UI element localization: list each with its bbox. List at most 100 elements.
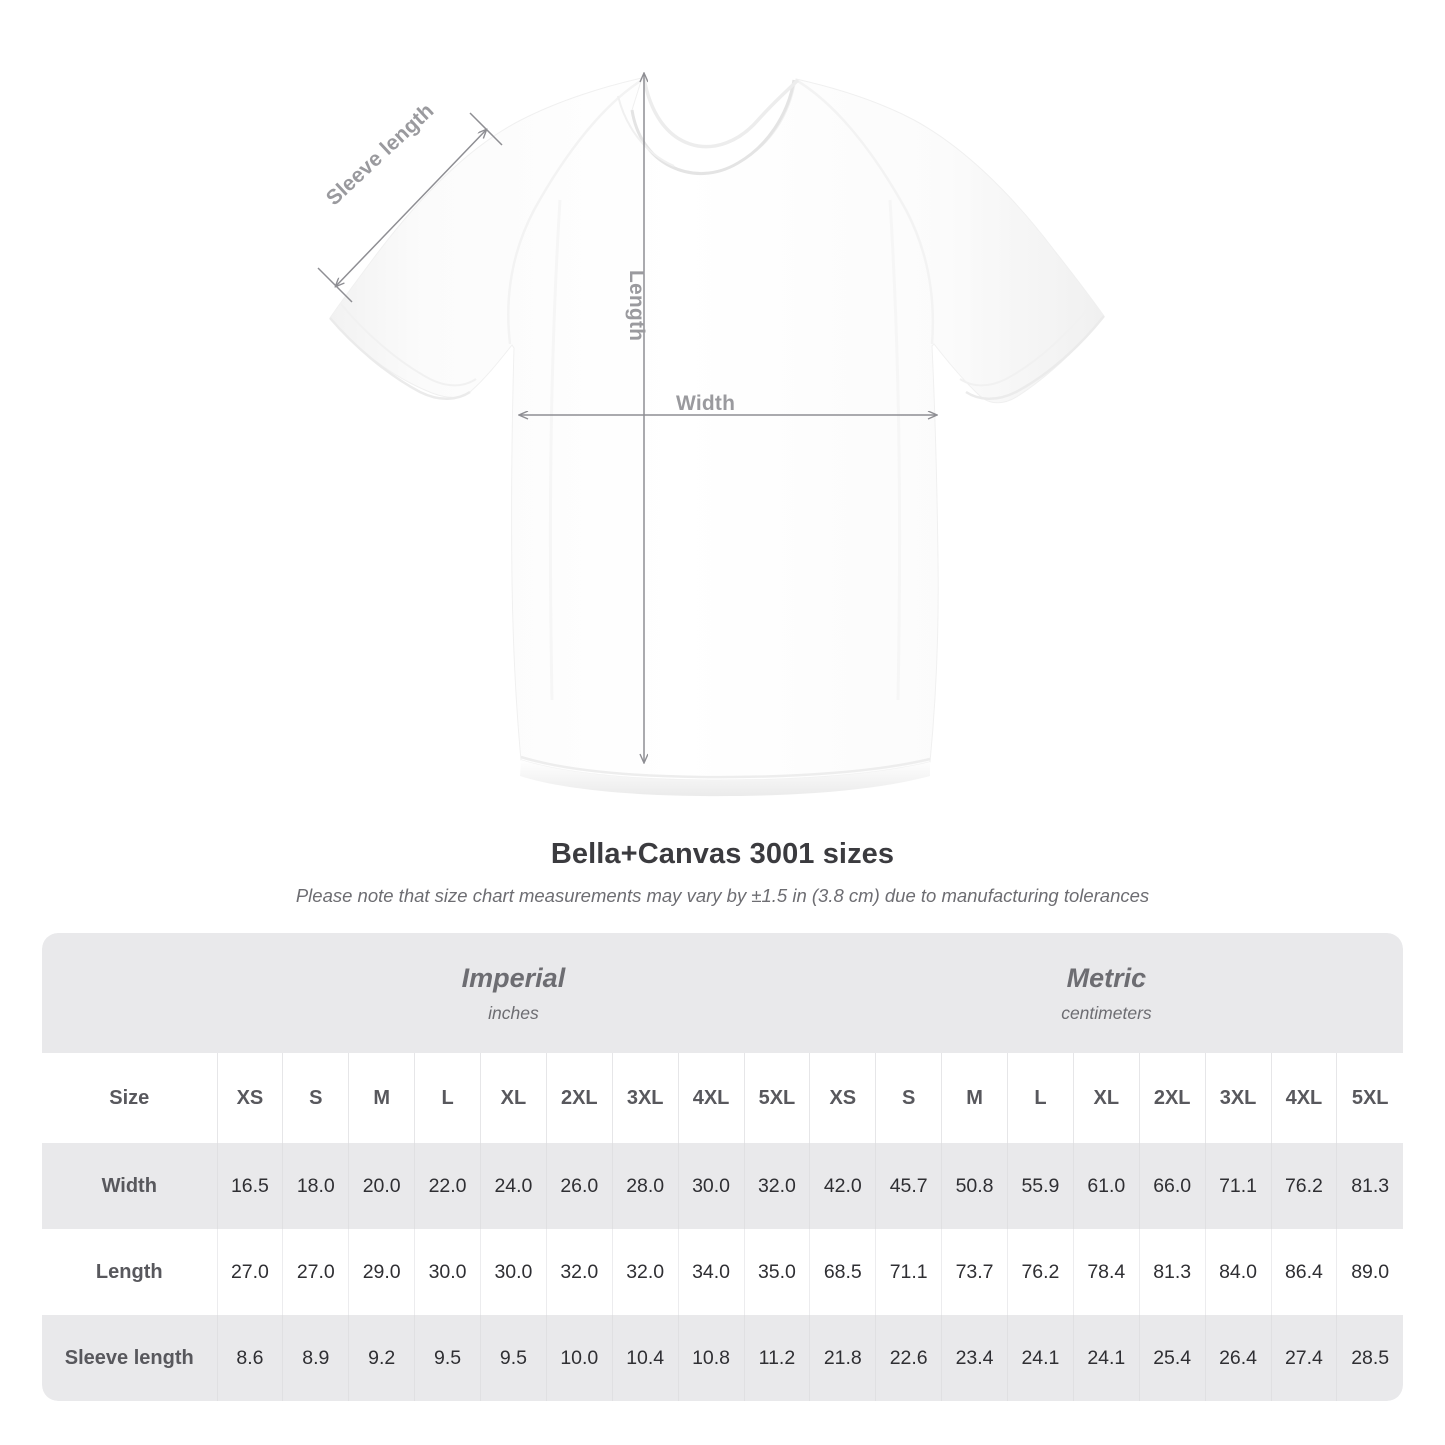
unit-group-imperial: Imperial inches: [217, 933, 810, 1053]
measurement-cell: 24.0: [480, 1143, 547, 1229]
left-sleeve-cuff-line: [340, 303, 477, 387]
tshirt-garment: [329, 77, 1105, 797]
tshirt-measurement-illustration: Sleeve length Length Width: [317, 0, 1105, 797]
left-shoulder-seam: [507, 78, 643, 345]
unit-row-spacer: [42, 933, 217, 1053]
size-column-header: 3XL: [1204, 1053, 1271, 1143]
size-chart-table: Imperial inches Metric centimeters Size XS S M L…: [42, 933, 1403, 1401]
measurement-cell: 8.9: [282, 1315, 349, 1401]
unit-group-sub: inches: [488, 1002, 539, 1023]
measurement-cell: 24.1: [1007, 1315, 1074, 1401]
measurement-cell: 76.2: [1270, 1143, 1337, 1229]
tshirt-hem-band: [520, 760, 930, 797]
measurement-cell: 16.5: [216, 1143, 283, 1229]
measurement-cell: 24.1: [1072, 1315, 1140, 1401]
size-column-header: S: [282, 1053, 349, 1143]
measurement-cell: 89.0: [1336, 1229, 1403, 1315]
size-table-container: Imperial inches Metric centimeters Size XS S M L…: [42, 933, 1403, 1401]
measurement-cell: 28.5: [1336, 1315, 1403, 1401]
measurement-cell: 76.2: [1007, 1229, 1074, 1315]
measurement-cell: 81.3: [1336, 1143, 1403, 1229]
measurement-cell: 29.0: [348, 1229, 415, 1315]
size-column-header: 3XL: [611, 1053, 679, 1143]
table-row: Width 16.5 18.0 20.0 22.0 24.0 26.0 28.0 30.0 32.…: [42, 1143, 1403, 1229]
measurement-cell: 45.7: [875, 1143, 942, 1229]
right-shoulder-seam: [795, 78, 935, 345]
width-label: Width: [676, 392, 736, 415]
size-column-header: 5XL: [1336, 1053, 1403, 1143]
size-column-header: L: [1007, 1053, 1074, 1143]
size-column-header: 2XL: [1138, 1053, 1206, 1143]
measurement-row-label: Sleeve length: [42, 1315, 217, 1401]
size-header-row: Size XS S M L XL 2XL 3XL 4XL 5XL XS S M L XL 2XL 3XL 4XL 5…: [42, 1053, 1403, 1143]
measurement-cell: 32.0: [545, 1229, 613, 1315]
unit-group-name: Imperial: [461, 963, 566, 994]
measurement-cell: 86.4: [1270, 1229, 1337, 1315]
measurement-cell: 32.0: [743, 1143, 810, 1229]
sleeve-length-arrow: [336, 130, 486, 286]
measurement-cell: 22.0: [414, 1143, 481, 1229]
measurement-cell: 25.4: [1138, 1315, 1206, 1401]
size-column-header: 2XL: [545, 1053, 613, 1143]
size-column-header: 4XL: [677, 1053, 744, 1143]
measurement-cell: 55.9: [1007, 1143, 1074, 1229]
size-column-header: M: [348, 1053, 415, 1143]
measurement-cell: 18.0: [282, 1143, 349, 1229]
measurement-cell: 32.0: [611, 1229, 679, 1315]
measurement-cell: 30.0: [480, 1229, 547, 1315]
measurement-cell: 9.5: [414, 1315, 481, 1401]
measurement-cell: 73.7: [941, 1229, 1008, 1315]
unit-group-row: Imperial inches Metric centimeters: [42, 933, 1403, 1053]
measurement-cell: 84.0: [1204, 1229, 1271, 1315]
measurement-cell: 35.0: [743, 1229, 810, 1315]
measurement-cell: 10.0: [545, 1315, 613, 1401]
unit-group-name: Metric: [1066, 963, 1147, 994]
right-sleeve-hem: [965, 315, 1105, 400]
unit-group-metric: Metric centimeters: [809, 933, 1403, 1053]
measurement-row-label: Length: [42, 1229, 217, 1315]
sleeve-tick-upper: [469, 112, 503, 146]
measurement-cell: 27.0: [216, 1229, 283, 1315]
size-header-label: Size: [42, 1053, 217, 1143]
measurement-cell: 30.0: [414, 1229, 481, 1315]
size-column-header: L: [414, 1053, 481, 1143]
measurement-cell: 30.0: [677, 1143, 744, 1229]
size-column-header: 5XL: [743, 1053, 810, 1143]
size-column-header: M: [941, 1053, 1008, 1143]
measurement-cell: 28.0: [611, 1143, 679, 1229]
page-title: Bella+Canvas 3001 sizes: [550, 838, 895, 870]
measurement-cell: 27.4: [1270, 1315, 1337, 1401]
tolerance-note: Please note that size chart measurements…: [295, 885, 1150, 906]
measurement-cell: 34.0: [677, 1229, 744, 1315]
collar-ribbing: [642, 77, 800, 149]
measurement-cell: 68.5: [809, 1229, 876, 1315]
measurement-cell: 26.4: [1204, 1315, 1271, 1401]
measurement-cell: 22.6: [875, 1315, 942, 1401]
left-sleeve-hem: [329, 317, 471, 400]
size-column-header: XS: [216, 1053, 283, 1143]
sleeve-length-dimension: [317, 112, 503, 303]
measurement-cell: 23.4: [941, 1315, 1008, 1401]
measurement-cell: 27.0: [282, 1229, 349, 1315]
measurement-cell: 81.3: [1138, 1229, 1206, 1315]
measurement-cell: 26.0: [545, 1143, 613, 1229]
measurement-cell: 61.0: [1072, 1143, 1140, 1229]
measurement-cell: 71.1: [875, 1229, 942, 1315]
measurement-cell: 11.2: [743, 1315, 810, 1401]
size-column-header: XL: [1072, 1053, 1140, 1143]
measurement-cell: 21.8: [809, 1315, 876, 1401]
size-column-header: XL: [480, 1053, 547, 1143]
measurement-cell: 10.4: [611, 1315, 679, 1401]
measurement-row-label: Width: [42, 1143, 217, 1229]
measurement-cell: 9.2: [348, 1315, 415, 1401]
size-column-header: XS: [809, 1053, 876, 1143]
measurement-cell: 8.6: [216, 1315, 283, 1401]
measurement-cell: 20.0: [348, 1143, 415, 1229]
measurement-cell: 42.0: [809, 1143, 876, 1229]
right-sleeve-cuff-line: [959, 301, 1094, 387]
measurement-cell: 9.5: [480, 1315, 547, 1401]
table-row: Length 27.0 27.0 29.0 30.0 30.0 32.0 32.0 34.0 35…: [42, 1229, 1403, 1315]
tshirt-diagram-svg: [317, 0, 1105, 797]
measurement-cell: 66.0: [1138, 1143, 1206, 1229]
size-column-header: 4XL: [1270, 1053, 1337, 1143]
